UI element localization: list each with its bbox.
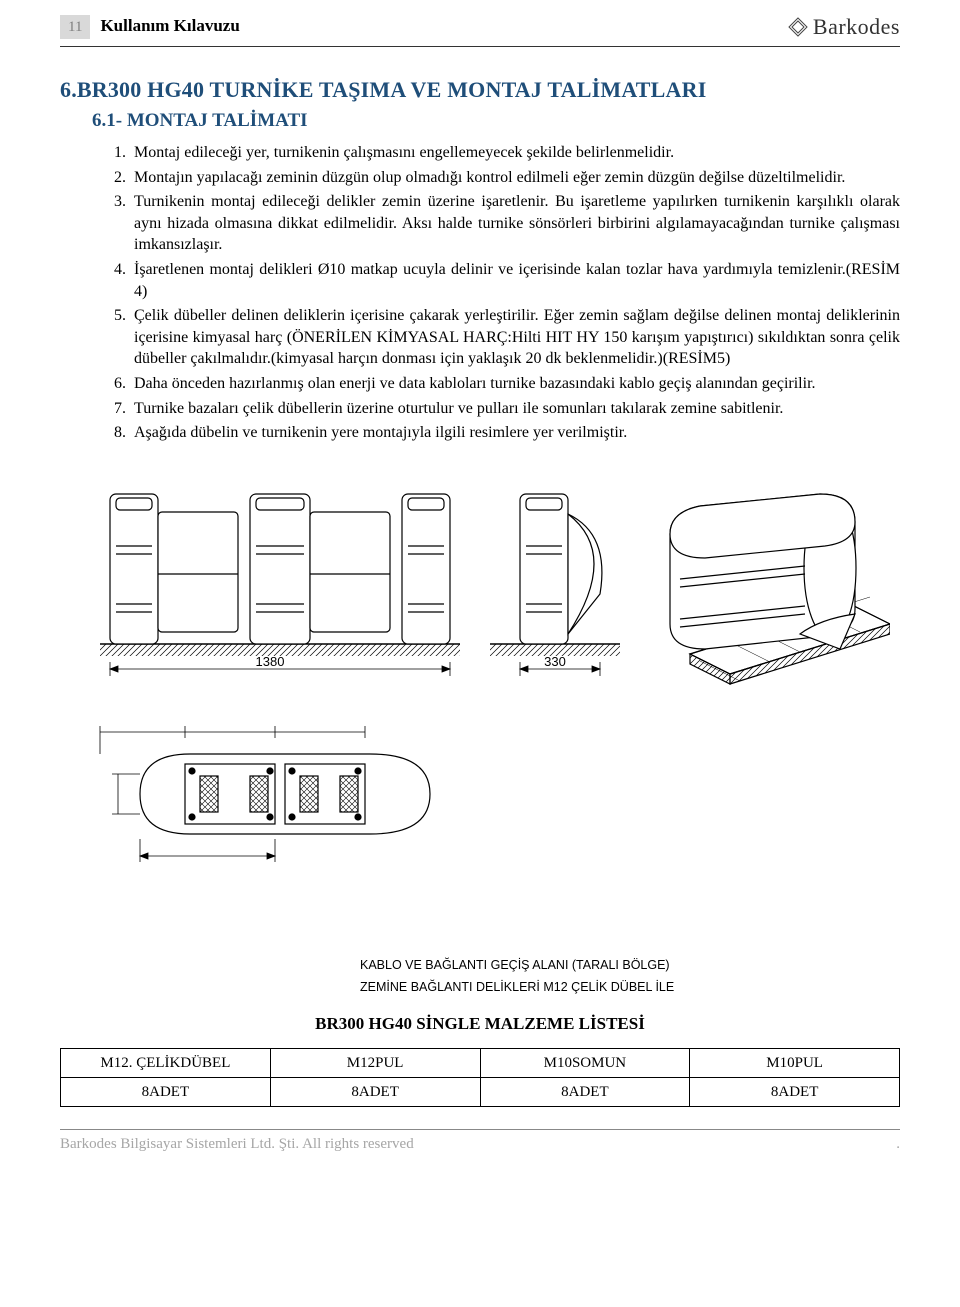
list-item: Montaj edileceği yer, turnikenin çalışma… bbox=[130, 142, 900, 164]
footer-text: Barkodes Bilgisayar Sistemleri Ltd. Şti.… bbox=[60, 1134, 414, 1154]
list-item: İşaretlenen montaj delikleri Ø10 matkap … bbox=[130, 259, 900, 302]
list-item: Turnikenin montaj edileceği delikler zem… bbox=[130, 191, 900, 256]
table-row: M12. ÇELİKDÜBEL M12PUL M10SOMUN M10PUL bbox=[61, 1048, 900, 1077]
dim-102: 102 bbox=[97, 787, 111, 807]
footer-dot: . bbox=[896, 1134, 900, 1154]
document-title: Kullanım Kılavuzu bbox=[100, 15, 239, 38]
brand-name: Barkodes bbox=[813, 12, 900, 42]
table-cell: 8ADET bbox=[61, 1077, 271, 1106]
list-item: Aşağıda dübelin ve turnikenin yere monta… bbox=[130, 422, 900, 444]
table-row: 8ADET 8ADET 8ADET 8ADET bbox=[61, 1077, 900, 1106]
brand-logo: Barkodes bbox=[787, 12, 900, 42]
table-cell: M12. ÇELİKDÜBEL bbox=[61, 1048, 271, 1077]
table-cell: M10SOMUN bbox=[480, 1048, 690, 1077]
caption-line-2: ZEMİNE BAĞLANTI DELİKLERİ M12 ÇELİK DÜBE… bbox=[360, 976, 900, 999]
list-item: Turnike bazaları çelik dübellerin üzerin… bbox=[130, 398, 900, 420]
caption-line-1: KABLO VE BAĞLANTI GEÇİŞ ALANI (TARALI BÖ… bbox=[360, 954, 900, 977]
table-cell: M12PUL bbox=[270, 1048, 480, 1077]
dim-330: 330 bbox=[544, 654, 566, 669]
table-cell: 8ADET bbox=[690, 1077, 900, 1106]
header-left: 11 Kullanım Kılavuzu bbox=[60, 15, 240, 39]
table-cell: M10PUL bbox=[690, 1048, 900, 1077]
page-header: 11 Kullanım Kılavuzu Barkodes bbox=[60, 12, 900, 47]
table-cell: 8ADET bbox=[270, 1077, 480, 1106]
list-item: Daha önceden hazırlanmış olan enerji ve … bbox=[130, 373, 900, 395]
dim-305: 305 bbox=[307, 716, 329, 731]
instruction-list: Montaj edileceği yer, turnikenin çalışma… bbox=[130, 142, 900, 444]
table-cell: 8ADET bbox=[480, 1077, 690, 1106]
section-heading: 6.BR300 HG40 TURNİKE TAŞIMA VE MONTAJ TA… bbox=[60, 75, 900, 105]
dim-180: 180 bbox=[127, 716, 149, 731]
page-footer: Barkodes Bilgisayar Sistemleri Ltd. Şti.… bbox=[60, 1129, 900, 1154]
dim-325: 325 bbox=[194, 858, 216, 873]
dim-358: 358 bbox=[217, 716, 239, 731]
material-list-title: BR300 HG40 SİNGLE MALZEME LİSTESİ bbox=[60, 1013, 900, 1036]
figure-captions: KABLO VE BAĞLANTI GEÇİŞ ALANI (TARALI BÖ… bbox=[360, 954, 900, 999]
list-item: Montajın yapılacağı zeminin düzgün olup … bbox=[130, 167, 900, 189]
brand-diamond-icon bbox=[787, 16, 809, 38]
technical-drawing: 1380 bbox=[60, 474, 900, 934]
page-number-badge: 11 bbox=[60, 15, 90, 39]
material-table: M12. ÇELİKDÜBEL M12PUL M10SOMUN M10PUL 8… bbox=[60, 1048, 900, 1108]
dim-1380: 1380 bbox=[256, 654, 285, 669]
subsection-heading: 6.1- MONTAJ TALİMATI bbox=[92, 108, 900, 134]
list-item: Çelik dübeller delinen deliklerin içeris… bbox=[130, 305, 900, 370]
dim-255: 255 bbox=[317, 787, 331, 807]
